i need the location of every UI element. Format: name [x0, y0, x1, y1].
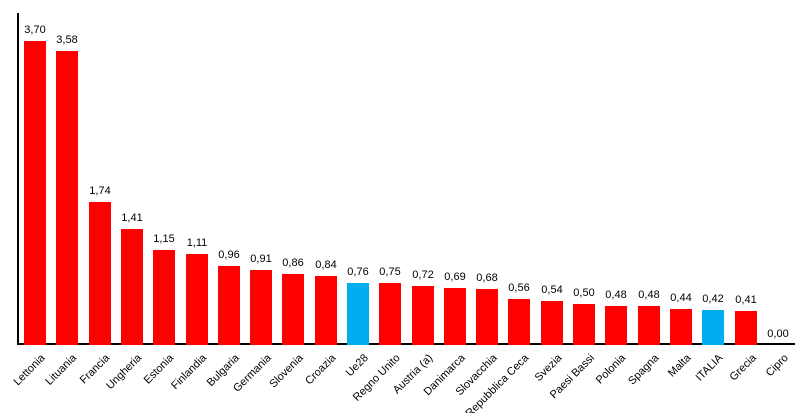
- bar-Austria (a): [412, 286, 434, 345]
- y-axis: [17, 13, 19, 345]
- category-label: Croazia: [303, 352, 339, 388]
- category-label: Polonia: [594, 352, 629, 387]
- category-label: Ue28: [343, 352, 371, 380]
- value-label: 0,69: [444, 271, 466, 283]
- value-label: 0,56: [508, 282, 530, 294]
- x-axis: [17, 343, 795, 345]
- bar-Regno Unito: [379, 283, 401, 345]
- value-label: 0,41: [735, 294, 757, 306]
- bar-Malta: [670, 309, 692, 345]
- value-label: 0,76: [347, 266, 369, 278]
- bar-Paesi Bassi: [573, 304, 595, 345]
- value-label: 0,84: [315, 259, 337, 271]
- bar-Lettonia: [24, 41, 46, 345]
- bar-Francia: [89, 202, 111, 345]
- bar-Slovenia: [282, 274, 304, 345]
- category-label: Malta: [665, 352, 694, 380]
- value-label: 0,42: [702, 293, 724, 305]
- category-label: Finlandia: [169, 352, 210, 393]
- value-label: 0,54: [541, 284, 563, 296]
- bar-Ungheria: [121, 229, 143, 345]
- value-label: 1,11: [186, 237, 208, 249]
- value-label: 0,48: [638, 289, 660, 301]
- bar-Germania: [250, 270, 272, 345]
- bar-Lituania: [56, 51, 78, 345]
- category-label: Cipro: [763, 352, 791, 380]
- bar-Polonia: [605, 306, 627, 345]
- bar-Danimarca: [444, 288, 466, 345]
- category-label: Lettonia: [11, 352, 48, 389]
- value-label: 0,48: [605, 289, 627, 301]
- value-label: 3,70: [24, 24, 46, 36]
- category-label: ITALIA: [693, 352, 726, 384]
- value-label: 0,68: [476, 272, 498, 284]
- bar-Finlandia: [186, 254, 208, 345]
- value-label: 0,00: [767, 328, 789, 340]
- value-label: 1,74: [89, 185, 111, 197]
- value-label: 0,96: [218, 249, 240, 261]
- bar-Svezia: [541, 301, 563, 345]
- bar-ITALIA: [702, 310, 724, 345]
- bar-Croazia: [315, 276, 337, 345]
- value-label: 0,50: [573, 287, 595, 299]
- value-label: 0,72: [412, 269, 434, 281]
- value-label: 0,91: [250, 253, 272, 265]
- value-label: 1,15: [153, 233, 175, 245]
- category-label: Grecia: [727, 352, 759, 384]
- value-label: 0,44: [670, 292, 692, 304]
- value-label: 3,58: [56, 34, 78, 46]
- category-label: Slovenia: [267, 352, 306, 391]
- value-label: 0,86: [282, 257, 304, 269]
- value-label: 1,41: [121, 212, 143, 224]
- bar-Ue28: [347, 283, 369, 345]
- bar-Spagna: [638, 306, 660, 345]
- bar-Bulgaria: [218, 266, 240, 345]
- value-label: 0,75: [379, 266, 401, 278]
- bar-Slovacchia: [476, 289, 498, 345]
- bar-Estonia: [153, 250, 175, 345]
- category-label: Lituania: [43, 352, 80, 388]
- category-label: Spagna: [626, 352, 662, 388]
- bar-Grecia: [735, 311, 757, 345]
- bar-Repubblica Ceca: [508, 299, 530, 345]
